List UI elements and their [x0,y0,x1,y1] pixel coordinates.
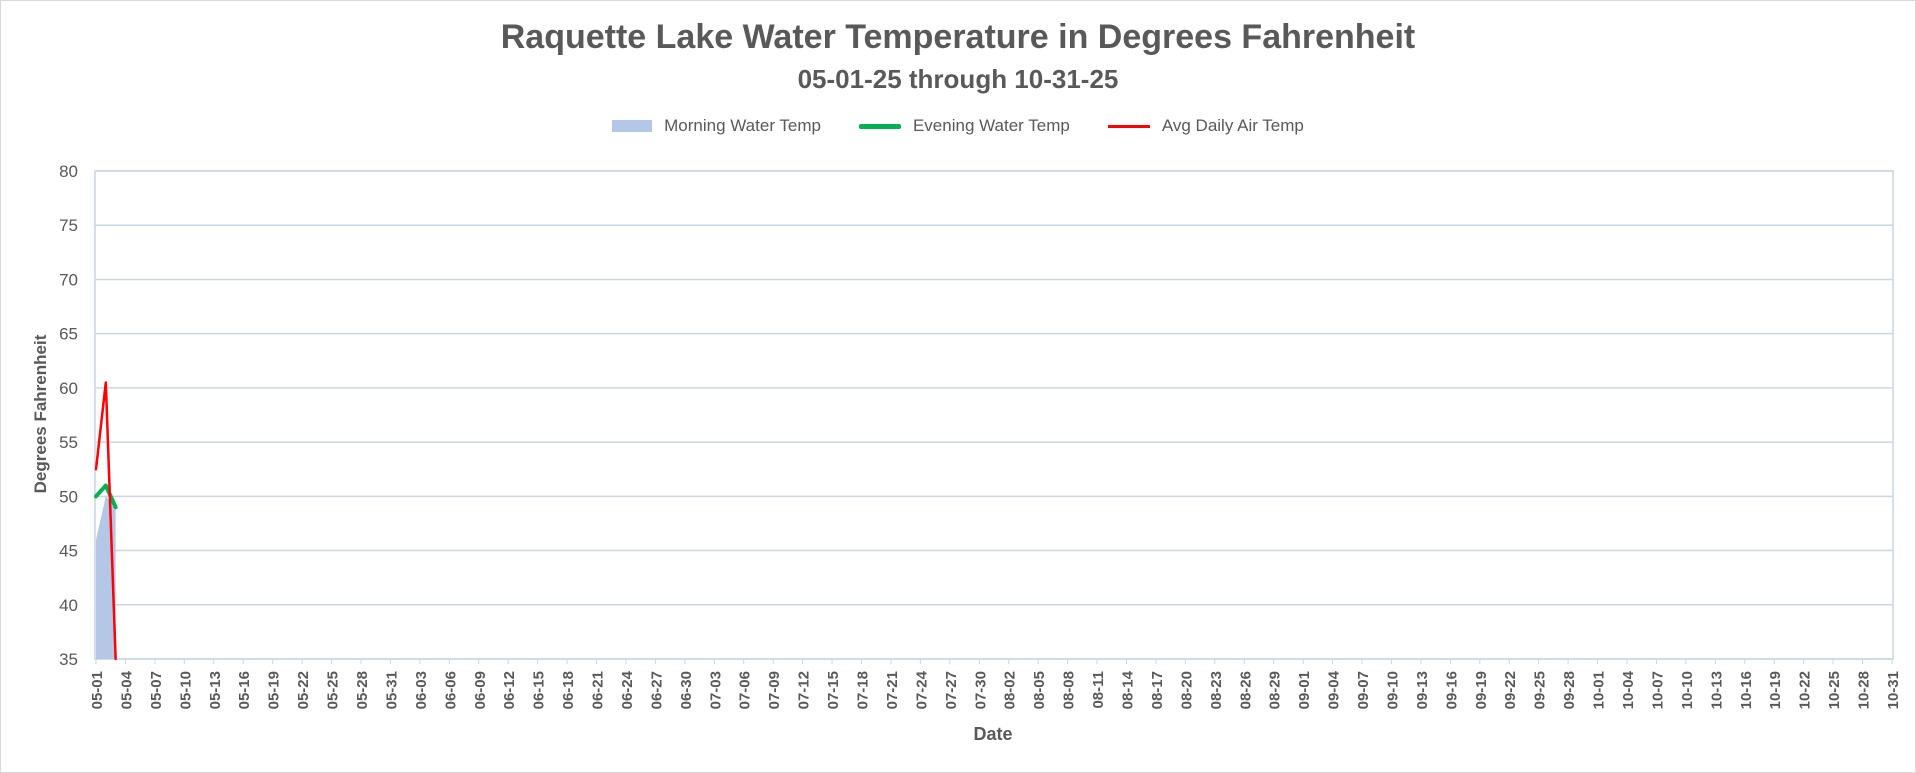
x-tick-label: 05-01 [89,671,106,709]
x-tick-label: 08-14 [1119,670,1136,709]
y-tick-label: 60 [59,379,78,398]
x-tick-label: 05-19 [266,671,283,709]
x-tick-label: 05-13 [207,671,224,709]
series-line-avg-daily-air-temp [94,381,117,661]
x-tick-label: 06-15 [531,671,548,709]
x-tick-label: 10-04 [1620,670,1637,709]
x-tick-label: 06-03 [413,671,430,709]
x-tick-label: 10-01 [1591,671,1608,709]
x-tick-label: 05-31 [383,671,400,709]
x-tick-label: 10-28 [1856,671,1873,709]
x-tick-label: 05-07 [148,671,165,709]
y-tick-label: 75 [59,216,78,235]
x-tick-label: 07-09 [766,671,783,709]
x-tick-label: 05-25 [325,671,342,709]
x-tick-label: 07-03 [707,671,724,709]
x-tick-label: 06-12 [501,671,518,709]
legend-item-evening: Evening Water Temp [858,116,1070,136]
x-tick-label: 10-16 [1738,671,1755,709]
x-tick-label: 05-16 [236,671,253,709]
x-tick-label: 10-25 [1826,671,1843,709]
y-tick-label: 65 [59,325,78,344]
x-tick-label: 08-26 [1237,671,1254,709]
x-tick-label: 07-21 [884,671,901,709]
x-tick-label: 09-13 [1414,671,1431,709]
x-tick-label: 10-19 [1767,671,1784,709]
x-tick-label: 07-30 [972,671,989,709]
legend-item-air: Avg Daily Air Temp [1107,116,1304,136]
x-tick-label: 09-16 [1443,671,1460,709]
x-tick-label: 05-04 [118,670,135,709]
series-line-evening-water-temp [94,483,118,510]
x-tick-label: 05-28 [354,671,371,709]
x-tick-label: 06-27 [648,671,665,709]
x-tick-label: 08-29 [1267,671,1284,709]
x-tick-label: 09-01 [1296,671,1313,709]
legend: Morning Water Temp Evening Water Temp Av… [0,116,1916,136]
x-axis-label: Date [973,724,1013,744]
x-tick-label: 05-10 [177,671,194,709]
x-tick-label: 09-04 [1326,670,1343,709]
legend-swatch-evening [858,123,901,129]
x-tick-label: 06-30 [678,671,695,709]
y-tick-label: 45 [59,542,78,561]
legend-swatch-air [1107,124,1150,128]
x-tick-label: 09-28 [1561,671,1578,709]
y-tick-label: 55 [59,433,78,452]
legend-item-morning: Morning Water Temp [612,116,821,136]
y-tick-label: 70 [59,270,78,289]
legend-label-evening: Evening Water Temp [912,116,1070,135]
x-tick-label: 08-20 [1178,671,1195,709]
x-tick-label: 10-22 [1797,671,1814,709]
x-tick-label: 08-08 [1061,671,1078,709]
x-tick-label: 09-22 [1502,671,1519,709]
x-tick-label: 06-06 [442,671,459,709]
chart-subtitle: 05-01-25 through 10-31-25 [797,64,1119,94]
x-tick-label: 06-24 [619,670,636,709]
legend-label-morning: Morning Water Temp [664,116,821,135]
x-tick-label: 07-12 [796,671,813,709]
x-tick-label: 09-07 [1355,671,1372,709]
plot-border [94,170,1894,660]
x-tick-label: 08-02 [1002,671,1019,709]
legend-label-air: Avg Daily Air Temp [1161,116,1304,135]
x-tick-label: 08-23 [1208,671,1225,709]
x-tick-label: 06-09 [472,671,489,709]
x-tick-label: 07-06 [737,671,754,709]
x-tick-label: 10-13 [1708,671,1725,709]
x-tick-label: 05-22 [295,671,312,709]
y-tick-label: 50 [59,487,78,506]
legend-swatch-morning [612,120,653,132]
x-tick-label: 08-05 [1031,671,1048,709]
x-tick-label: 08-17 [1149,671,1166,709]
x-tick-label: 08-11 [1090,671,1107,709]
y-tick-label: 40 [59,596,78,615]
x-tick-label: 06-21 [590,671,607,709]
x-tick-label: 10-07 [1649,671,1666,709]
x-tick-label: 09-25 [1532,671,1549,709]
x-tick-label: 06-18 [560,671,577,709]
x-tick-label: 10-31 [1885,671,1902,709]
x-tick-label: 09-10 [1384,671,1401,709]
y-tick-label: 80 [59,162,78,181]
x-tick-label: 10-10 [1679,671,1696,709]
y-tick-label: 35 [59,650,78,669]
x-tick-label: 09-19 [1473,671,1490,709]
x-tick-label: 07-27 [943,671,960,709]
x-tick-label: 07-24 [913,670,930,709]
x-tick-label: 07-18 [855,671,872,709]
x-tick-label: 07-15 [825,671,842,709]
chart-title: Raquette Lake Water Temperature in Degre… [500,18,1416,56]
